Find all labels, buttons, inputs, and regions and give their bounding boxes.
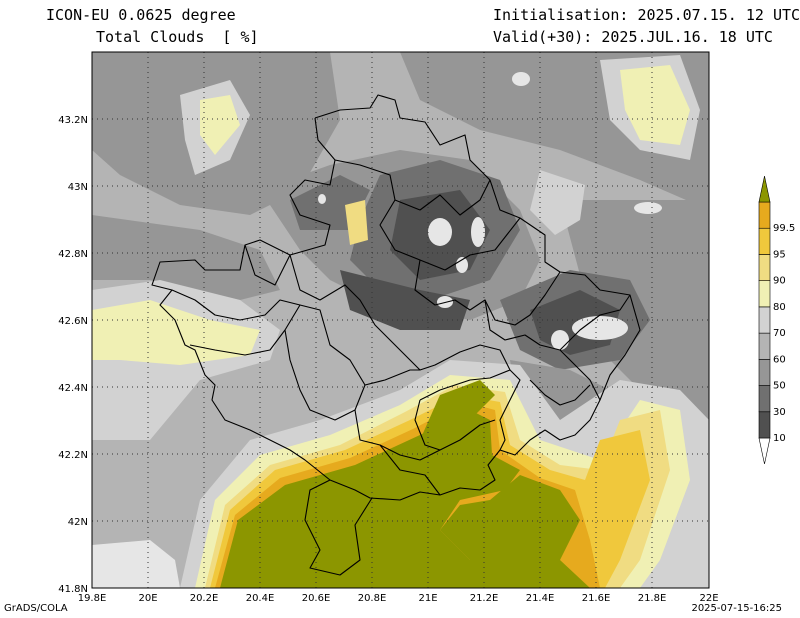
colorbar-label: 80 <box>773 302 786 313</box>
lat-tick: 41.8N <box>58 584 88 595</box>
colorbar-label: 70 <box>773 328 786 339</box>
colorbar-swatch <box>758 227 771 255</box>
colorbar-swatch <box>758 254 771 281</box>
lat-tick-labels: 43.2N 43N 42.8N 42.6N 42.4N 42.2N 42N 41… <box>58 115 88 595</box>
colorbar-legend: 10 30 50 60 70 80 90 95 99.5 <box>758 175 795 465</box>
lon-tick: 20.6E <box>302 593 331 604</box>
lat-tick: 42.4N <box>58 383 88 394</box>
lon-tick-labels: 19.8E 20E 20.2E 20.4E 20.6E 20.8E 21E 21… <box>78 593 719 604</box>
init-time: Initialisation: 2025.07.15. 12 UTC <box>493 6 800 24</box>
colorbar-label: 50 <box>773 381 786 392</box>
model-title: ICON-EU 0.0625 degree <box>46 6 236 24</box>
colorbar-label: 95 <box>773 249 786 260</box>
colorbar-swatch <box>758 385 771 413</box>
lon-tick: 19.8E <box>78 593 107 604</box>
lon-tick: 21E <box>418 593 437 604</box>
colorbar-label: 30 <box>773 407 786 418</box>
lon-tick: 20.2E <box>190 593 219 604</box>
lon-tick: 21.4E <box>526 593 555 604</box>
colorbar-low-triangle <box>758 437 771 465</box>
colorbar-swatch <box>758 332 771 360</box>
footer-right: 2025-07-15-16:25 <box>691 603 782 614</box>
colorbar-swatch <box>758 411 771 439</box>
field-title: Total Clouds [ %] <box>96 28 259 46</box>
lon-tick: 22E <box>699 593 718 604</box>
lat-tick: 43.2N <box>58 115 88 126</box>
lat-tick: 42N <box>68 517 88 528</box>
lon-tick: 21.2E <box>470 593 499 604</box>
lon-tick: 20E <box>138 593 157 604</box>
country-borders <box>151 94 641 576</box>
lon-tick: 21.6E <box>582 593 611 604</box>
cloud-field <box>92 52 709 588</box>
lon-tick: 21.8E <box>638 593 667 604</box>
lon-tick: 20.4E <box>246 593 275 604</box>
colorbar-label: 10 <box>773 433 786 444</box>
colorbar-label: 99.5 <box>773 223 795 234</box>
colorbar-swatch <box>758 201 771 229</box>
colorbar-swatch <box>758 306 771 334</box>
colorbar-swatch <box>758 280 771 308</box>
colorbar-label: 90 <box>773 276 786 287</box>
lon-tick: 20.8E <box>358 593 387 604</box>
valid-time: Valid(+30): 2025.JUL.16. 18 UTC <box>493 28 773 46</box>
colorbar-label: 60 <box>773 354 786 365</box>
lat-tick: 42.2N <box>58 450 88 461</box>
colorbar-swatch <box>758 359 771 386</box>
colorbar-high-triangle <box>758 175 771 203</box>
lat-tick: 42.6N <box>58 316 88 327</box>
lat-tick: 43N <box>68 182 88 193</box>
lat-tick: 42.8N <box>58 249 88 260</box>
footer-left: GrADS/COLA <box>4 603 68 614</box>
